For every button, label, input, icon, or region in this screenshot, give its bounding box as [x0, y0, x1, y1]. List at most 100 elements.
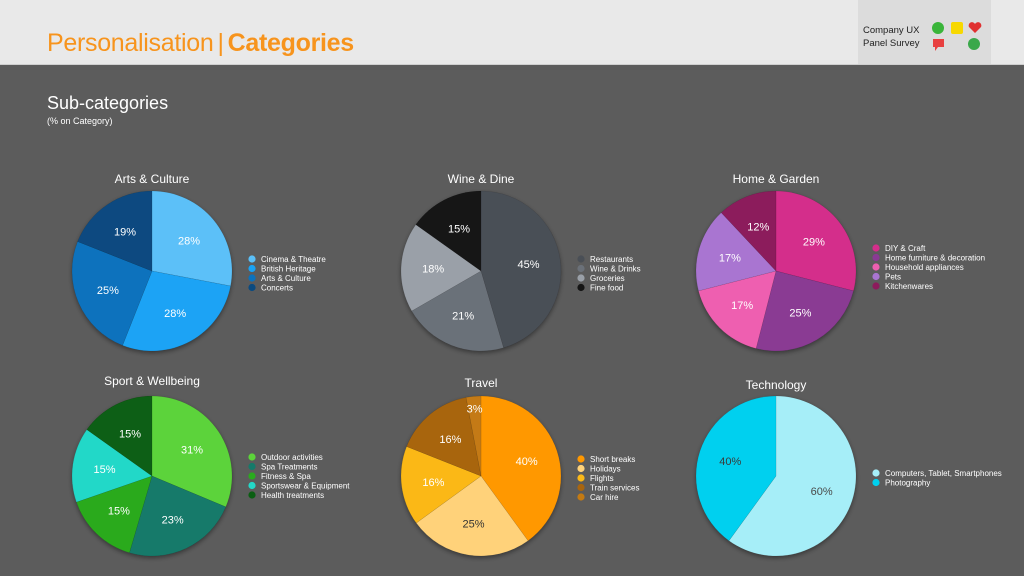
legend-label-health-treatments: Health treatments — [261, 491, 324, 500]
legend-swatch-concerts — [248, 283, 256, 292]
pie-chart-arts-culture: Arts & Culture 28% 28% 25% 19% Cinema & Theat… — [71, 172, 326, 352]
pie-slice-household-appliances — [698, 270, 777, 349]
slice-label-health-treatments: 15% — [119, 428, 141, 440]
pie-slice-restaurants — [480, 190, 562, 349]
slice-label-diy-craft: 29% — [803, 237, 825, 249]
legend-swatch-holidays — [577, 464, 585, 473]
slice-label-wine-drinks: 21% — [452, 311, 474, 323]
legend-label-british-heritage: British Heritage — [261, 265, 316, 274]
slice-label-restaurants: 45% — [517, 259, 539, 271]
pie-arts-culture — [71, 190, 233, 352]
legend-swatch-outdoor-activities — [248, 453, 256, 461]
pie-slice-photography — [695, 395, 777, 542]
pie-slice-car-hire — [465, 395, 482, 477]
legend-label-short-breaks: Short breaks — [590, 455, 635, 464]
slice-label-cinema-theatre: 28% — [178, 235, 200, 247]
slice-label-computers-tablet-smartphones: 60% — [811, 486, 833, 498]
legend-label-groceries: Groceries — [590, 274, 625, 283]
pie-slice-computers-tablet-smartphones — [728, 395, 857, 557]
legend-swatch-diy-craft — [872, 244, 880, 252]
pie-travel — [400, 395, 562, 557]
legend-label-arts-culture: Arts & Culture — [261, 274, 311, 283]
slice-label-flights: 16% — [422, 477, 444, 489]
legend-label-spa-treatments: Spa Treatments — [261, 463, 317, 472]
title-bold: Categories — [227, 29, 355, 57]
legend-label-household-appliances: Household appliances — [885, 263, 964, 272]
slice-label-fitness-spa: 15% — [108, 506, 130, 518]
brand-icons — [932, 22, 982, 51]
legend-swatch-sportswear-equipment — [248, 481, 256, 490]
pie-slice-wine-drinks — [411, 270, 504, 352]
pie-slice-short-breaks — [480, 395, 562, 542]
slice-label-outdoor-activities: 31% — [181, 444, 203, 456]
title-main: Personalisation — [47, 29, 214, 57]
slice-label-train-services: 16% — [439, 434, 461, 446]
legend-label-pets: Pets — [885, 273, 901, 282]
pie-home-garden — [695, 190, 857, 352]
legend-label-cinema-theatre: Cinema & Theatre — [261, 255, 326, 264]
heart-icon — [968, 22, 982, 33]
legend-swatch-health-treatments — [248, 491, 256, 499]
legend-swatch-flights — [577, 474, 585, 482]
slice-label-sportswear-equipment: 15% — [93, 464, 115, 476]
pie-slice-holidays — [415, 475, 529, 557]
legend-swatch-arts-culture — [248, 274, 256, 282]
slice-label-home-furniture-decoration: 25% — [789, 307, 811, 319]
pie-slice-sportswear-equipment — [71, 429, 153, 503]
green-circle-icon — [932, 22, 944, 34]
legend-label-computers-tablet-smartphones: Computers, Tablet, Smartphones — [885, 469, 1002, 478]
header-bar: Personalisation | Categories Company UX Pa… — [0, 0, 1024, 65]
pie-slice-health-treatments — [86, 395, 153, 477]
legend-label-home-furniture-decoration: Home furniture & decoration — [885, 254, 985, 263]
pie-wine-dine — [400, 190, 562, 352]
legend-swatch-british-heritage — [248, 264, 256, 273]
globe-icon — [968, 38, 980, 50]
pie-slice-train-services — [406, 397, 482, 477]
chart-title-travel: Travel — [465, 376, 498, 390]
chart-title-sport-wellbeing: Sport & Wellbeing — [104, 374, 200, 388]
legend-swatch-car-hire — [577, 493, 585, 501]
chart-title-technology: Technology — [746, 378, 807, 392]
pie-chart-travel: Travel 40% 25% 16% 16% 3% Short breaksHolidays… — [400, 376, 640, 557]
legend-label-car-hire: Car hire — [590, 493, 619, 502]
slice-label-short-breaks: 40% — [516, 456, 538, 468]
pie-slice-british-heritage — [122, 270, 231, 352]
pie-slice-arts-culture — [71, 241, 153, 346]
title-separator: | — [217, 29, 224, 57]
legend-swatch-cinema-theatre — [248, 255, 256, 263]
legend-swatch-short-breaks — [577, 455, 585, 463]
slice-label-holidays: 25% — [462, 518, 484, 530]
chart-title-wine-dine: Wine & Dine — [448, 172, 515, 186]
legend-swatch-kitchenwares — [872, 282, 880, 290]
pie-slice-home-furniture-decoration — [755, 270, 854, 352]
legend-swatch-fine-food — [577, 283, 585, 292]
legend-label-wine-drinks: Wine & Drinks — [590, 265, 641, 274]
pie-slice-diy-craft — [775, 190, 857, 292]
pie-slice-fitness-spa — [76, 475, 153, 554]
brand-line2: Panel Survey — [863, 38, 920, 49]
brand-panel: Company UX Panel Survey — [858, 0, 991, 64]
slice-label-arts-culture: 25% — [97, 285, 119, 297]
pie-slice-outdoor-activities — [151, 395, 233, 508]
pie-slice-spa-treatments — [129, 475, 227, 557]
section-note: (% on Category) — [47, 116, 113, 126]
pie-slice-flights — [400, 446, 482, 524]
legend-swatch-computers-tablet-smartphones — [872, 469, 880, 477]
legend-swatch-home-furniture-decoration — [872, 253, 880, 262]
brand-line1: Company UX — [863, 25, 920, 36]
legend-swatch-pets — [872, 272, 880, 281]
slice-label-pets: 17% — [719, 253, 741, 265]
legend-label-sportswear-equipment: Sportswear & Equipment — [261, 482, 350, 491]
legend-swatch-wine-drinks — [577, 264, 585, 273]
chart-title-arts-culture: Arts & Culture — [115, 172, 190, 186]
legend-label-photography: Photography — [885, 479, 930, 488]
legend-label-train-services: Train services — [590, 484, 640, 493]
chart-title-home-garden: Home & Garden — [733, 172, 820, 186]
